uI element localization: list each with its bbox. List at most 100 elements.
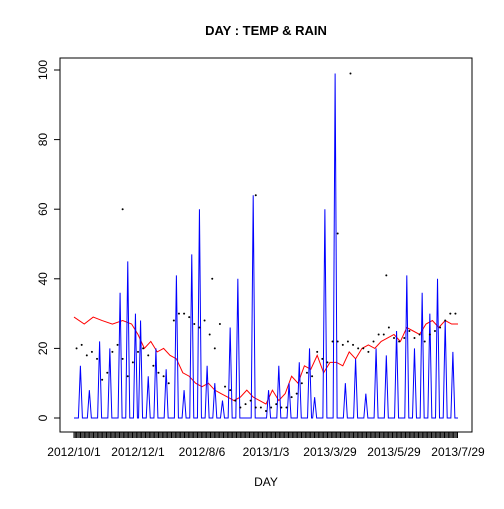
scatter-point [209, 333, 211, 335]
scatter-point [260, 407, 262, 409]
scatter-point [388, 327, 390, 329]
y-tick-label: 80 [36, 133, 50, 147]
scatter-point [157, 372, 159, 374]
scatter-point [152, 365, 154, 367]
scatter-point [239, 407, 241, 409]
scatter-point [342, 344, 344, 346]
scatter-point [280, 407, 282, 409]
scatter-point [204, 320, 206, 322]
scatter-point [147, 354, 149, 356]
x-tick-label: 2013/3/29 [303, 445, 357, 459]
scatter-point [326, 361, 328, 363]
x-tick-label: 2013/1/3 [243, 445, 290, 459]
scatter-point [311, 375, 313, 377]
scatter-point [296, 393, 298, 395]
scatter-point [265, 410, 267, 412]
scatter-point [193, 323, 195, 325]
series-layer [74, 72, 458, 418]
scatter-point [211, 278, 213, 280]
x-axis-label: DAY [254, 475, 278, 489]
y-tick-label: 40 [36, 272, 50, 286]
scatter-point [367, 351, 369, 353]
scatter-point [219, 323, 221, 325]
scatter-point [132, 361, 134, 363]
y-tick-label: 100 [36, 60, 50, 80]
scatter-point [188, 316, 190, 318]
scatter-point [245, 403, 247, 405]
scatter-point [270, 407, 272, 409]
scatter-point [413, 337, 415, 339]
scatter-point [255, 194, 257, 196]
scatter-point [285, 407, 287, 409]
scatter-point [101, 379, 103, 381]
scatter-point [398, 340, 400, 342]
scatter-point [234, 400, 236, 402]
chart-title: DAY : TEMP & RAIN [205, 23, 327, 38]
scatter-point [142, 347, 144, 349]
scatter-point [403, 337, 405, 339]
scatter-point [86, 354, 88, 356]
scatter-point [321, 358, 323, 360]
scatter-point [198, 327, 200, 329]
x-tick-label: 2012/12/1 [111, 445, 165, 459]
scatter-point [183, 313, 185, 315]
scatter-point [306, 372, 308, 374]
scatter-point [408, 330, 410, 332]
scatter-point [444, 320, 446, 322]
scatter-point [255, 407, 257, 409]
scatter-point [137, 351, 139, 353]
scatter-point [178, 313, 180, 315]
scatter-point [81, 344, 83, 346]
scatter-point [122, 208, 124, 210]
scatter-point [454, 313, 456, 315]
scatter-point [91, 351, 93, 353]
scatter-point [337, 340, 339, 342]
scatter-point [349, 72, 351, 74]
scatter-point [76, 347, 78, 349]
scatter-point [214, 347, 216, 349]
scatter-point [383, 333, 385, 335]
scatter-point [96, 358, 98, 360]
scatter-point [275, 403, 277, 405]
scatter-point [378, 333, 380, 335]
scatter-point [106, 372, 108, 374]
y-tick-label: 20 [36, 341, 50, 355]
scatter-point [373, 340, 375, 342]
x-tick-label: 2013/5/29 [367, 445, 421, 459]
x-axis: 2012/10/1 2012/12/1 2012/8/6 2013/1/3 2013/3… [47, 432, 485, 459]
scatter-point [291, 396, 293, 398]
scatter-point [434, 330, 436, 332]
series-line-temp [74, 317, 458, 404]
series-line-rain [74, 73, 458, 418]
scatter-point [117, 344, 119, 346]
scatter-point [316, 351, 318, 353]
scatter-point [357, 347, 359, 349]
scatter-point [122, 358, 124, 360]
scatter-point [352, 344, 354, 346]
scatter-point [347, 340, 349, 342]
x-tick-label: 2012/10/1 [47, 445, 101, 459]
scatter-point [229, 389, 231, 391]
x-tick-label: 2012/8/6 [179, 445, 226, 459]
scatter-point [337, 233, 339, 235]
scatter-point [224, 386, 226, 388]
scatter-point [332, 340, 334, 342]
scatter-point [429, 333, 431, 335]
scatter-point [393, 337, 395, 339]
scatter-point [449, 313, 451, 315]
scatter-point [439, 327, 441, 329]
scatter-point [127, 375, 129, 377]
scatter-point [419, 333, 421, 335]
scatter-point [385, 274, 387, 276]
scatter-point [173, 320, 175, 322]
scatter-point [163, 375, 165, 377]
scatter-point [168, 382, 170, 384]
scatter-point [111, 351, 113, 353]
x-tick-label: 2013/7/29 [431, 445, 485, 459]
scatter-point [301, 382, 303, 384]
scatter-point [362, 347, 364, 349]
y-tick-label: 60 [36, 202, 50, 216]
